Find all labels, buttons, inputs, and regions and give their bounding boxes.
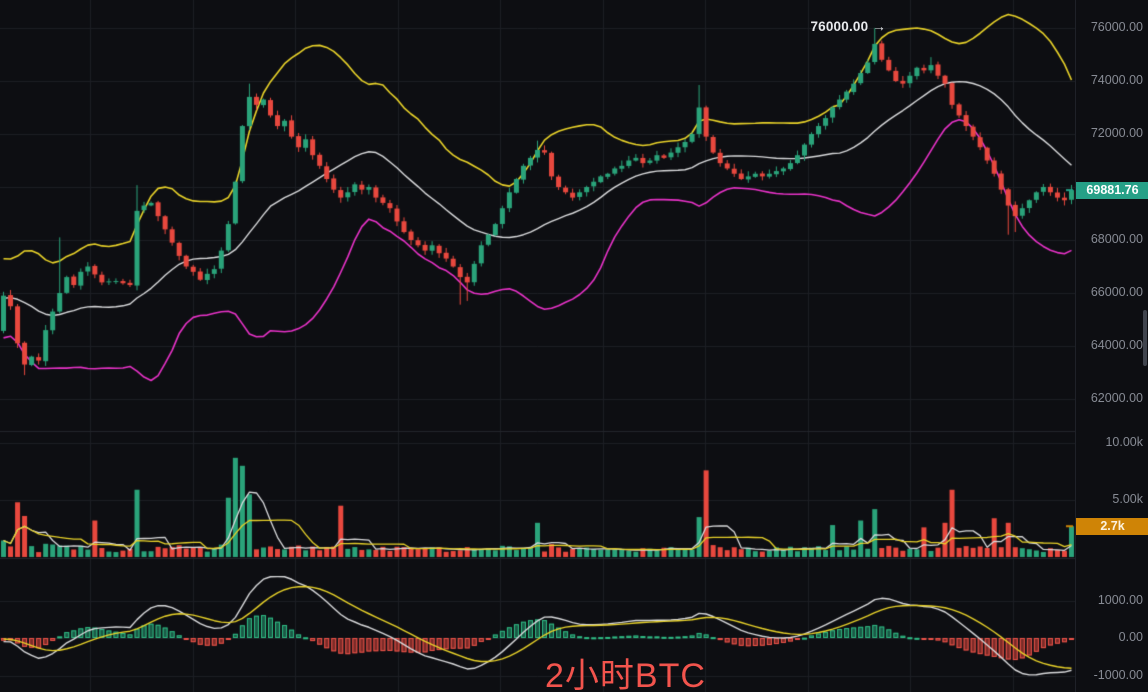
- macd-tick-label: -1000.00: [1093, 667, 1143, 682]
- volume-tick-label: 5.00k: [1112, 492, 1143, 506]
- chart-canvas[interactable]: [0, 0, 1075, 692]
- price-axis[interactable]: 69881.76 2.7k 76000.00 74000.00 72000.00 68…: [1075, 0, 1148, 692]
- volume-tick-label: 10.00k: [1105, 435, 1143, 449]
- interval-watermark: 2小时BTC: [545, 657, 706, 692]
- scrollbar-thumb[interactable]: [1143, 310, 1147, 366]
- last-price-badge: 69881.76: [1076, 181, 1148, 199]
- price-tick-label: 68000.00: [1090, 232, 1143, 246]
- macd-tick-label: 1000.00: [1097, 592, 1143, 607]
- price-tick-label: 72000.00: [1090, 126, 1143, 140]
- price-tick-label: 62000.00: [1090, 391, 1143, 405]
- price-tick-label: 76000.00: [1090, 20, 1143, 34]
- price-tick-label: 66000.00: [1090, 285, 1143, 299]
- last-volume-badge: 2.7k: [1076, 517, 1148, 535]
- price-tick-label: 74000.00: [1090, 73, 1143, 87]
- price-alert-label: 76000.00 →: [810, 19, 886, 34]
- price-tick-label: 64000.00: [1090, 338, 1143, 352]
- macd-tick-label: 0.00: [1118, 630, 1143, 644]
